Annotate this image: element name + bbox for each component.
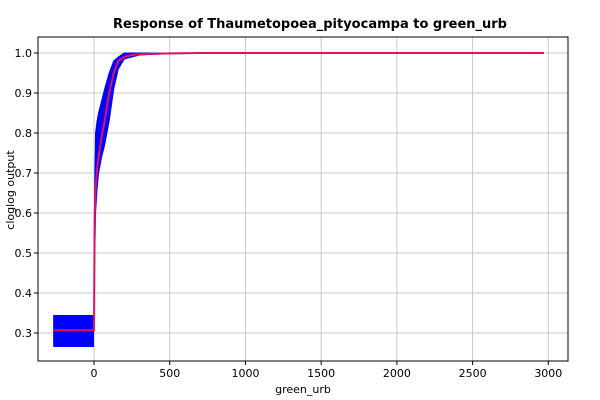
- y-tick-label: 0.5: [15, 247, 33, 260]
- y-axis-label: cloglog output: [4, 150, 17, 230]
- x-tick-label: 500: [159, 367, 180, 380]
- x-axis-label: green_urb: [275, 383, 331, 396]
- y-tick-label: 0.4: [15, 287, 33, 300]
- x-tick-label: 2000: [383, 367, 411, 380]
- x-tick-label: 2500: [459, 367, 487, 380]
- axis-ticks: 0 500 1000 1500 2000 2500 3000 0.3 0.4 0.5 0.6 0.7 0…: [15, 47, 563, 380]
- x-tick-label: 3000: [534, 367, 562, 380]
- y-tick-label: 0.8: [15, 127, 33, 140]
- plot-frame: [37, 36, 569, 362]
- x-tick-label: 1500: [307, 367, 335, 380]
- y-tick-label: 0.6: [15, 207, 33, 220]
- y-tick-label: 0.9: [15, 87, 33, 100]
- plot-data: [53, 52, 544, 347]
- mean-response-line: [53, 52, 544, 332]
- chart-title: Response of Thaumetopoea_pityocampa to g…: [113, 17, 507, 32]
- y-tick-label: 1.0: [15, 47, 33, 60]
- y-tick-label: 0.3: [15, 327, 33, 340]
- y-tick-label: 0.7: [15, 167, 33, 180]
- x-tick-label: 0: [91, 367, 98, 380]
- x-tick-label: 1000: [231, 367, 259, 380]
